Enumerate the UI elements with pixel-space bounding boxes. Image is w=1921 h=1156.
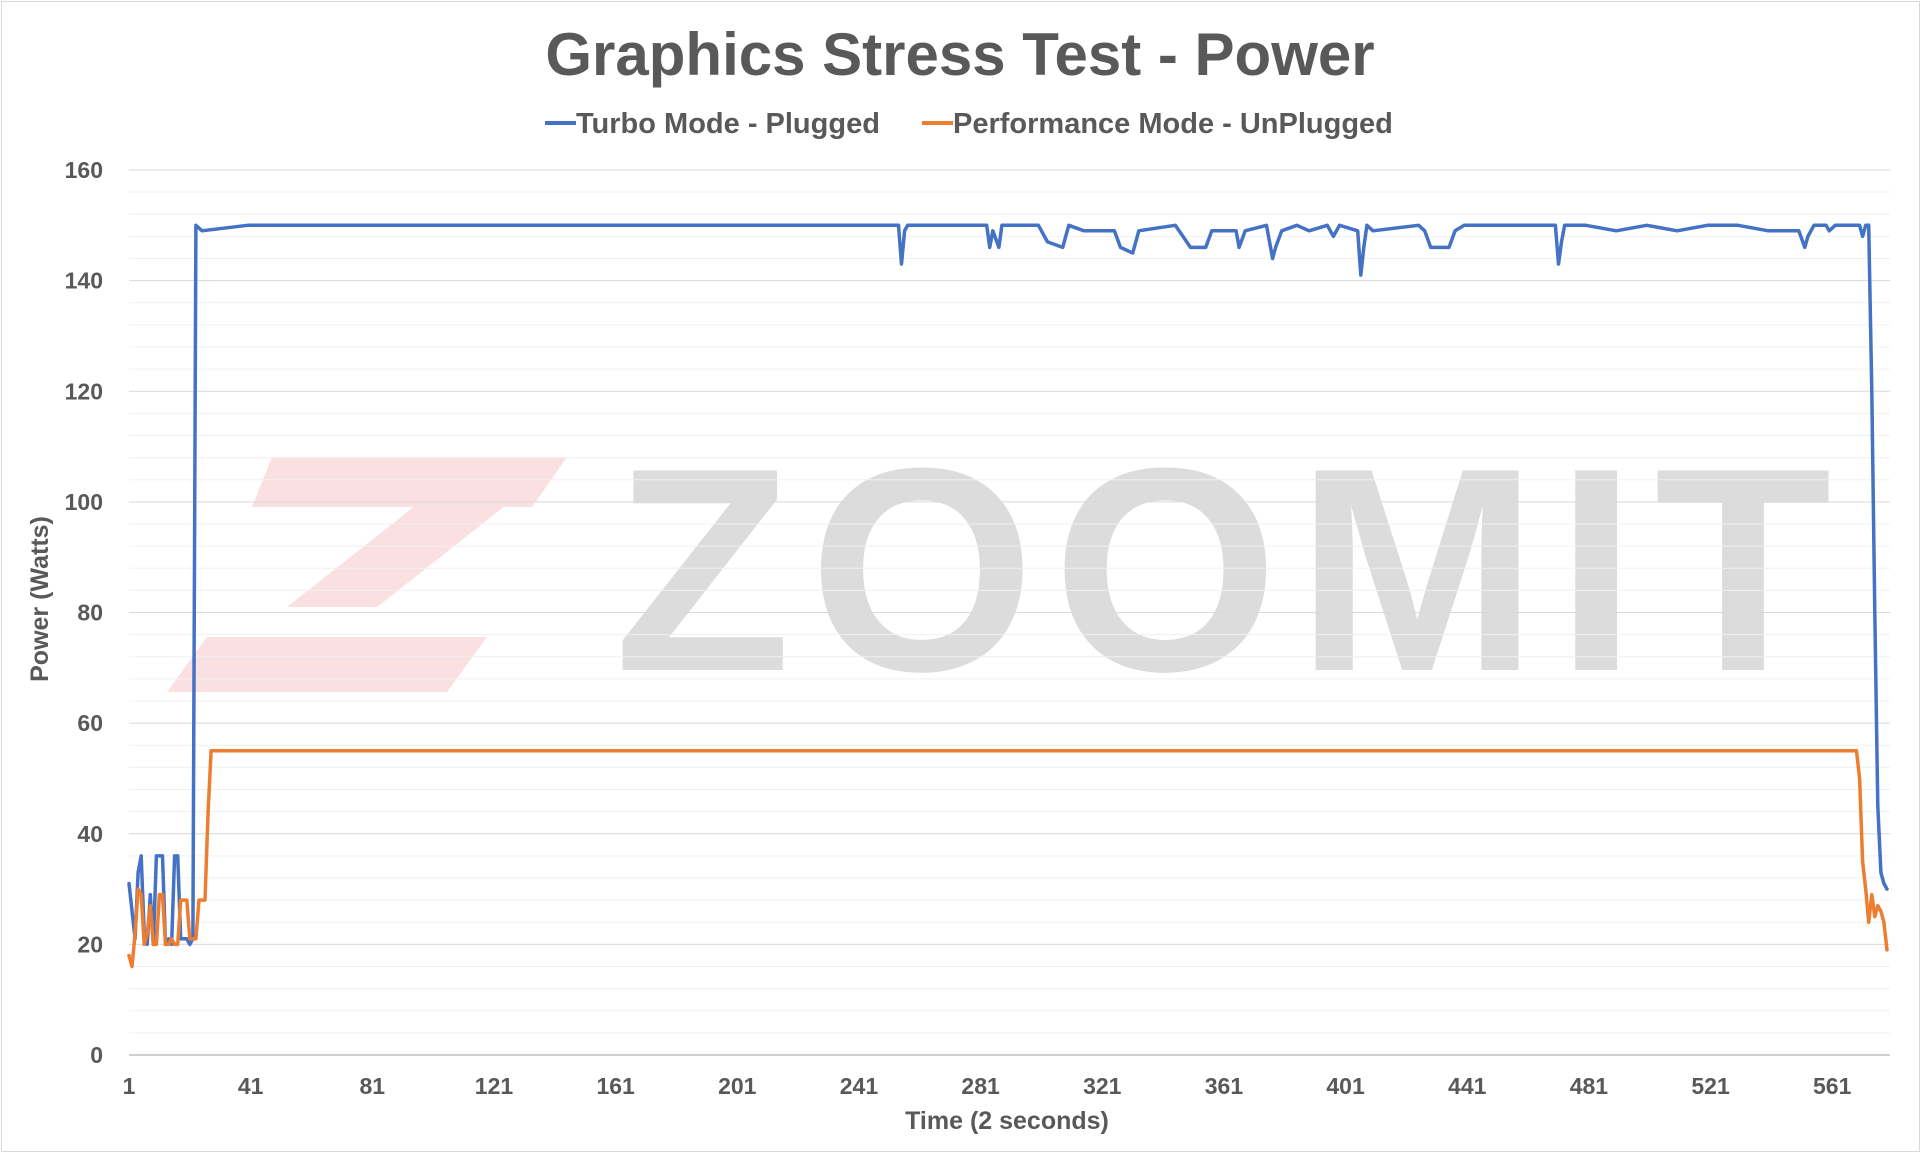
y-tick-label: 60: [77, 710, 103, 736]
x-tick-label: 241: [840, 1073, 879, 1099]
x-tick-label: 441: [1448, 1073, 1487, 1099]
zoomit-logo-bottom: [167, 637, 487, 692]
y-tick-label: 100: [65, 489, 103, 515]
grid-lines: [129, 169, 1890, 1034]
x-tick-label: 121: [475, 1073, 514, 1099]
zoomit-watermark-text: ZOOMIT: [614, 408, 1850, 732]
x-tick-label: 361: [1205, 1073, 1244, 1099]
legend: Turbo Mode - Plugged Performance Mode - …: [545, 108, 1393, 140]
y-tick-label: 140: [65, 268, 103, 294]
series-lines: [127, 223, 1889, 969]
x-tick-label: 1: [123, 1073, 136, 1099]
x-tick-label: 401: [1326, 1073, 1365, 1099]
x-tick-label: 521: [1691, 1073, 1730, 1099]
x-tick-label: 481: [1570, 1073, 1609, 1099]
x-tick-label: 281: [961, 1073, 1000, 1099]
series-line-turbo-mode-plugged: [127, 223, 1889, 947]
y-tick-label: 0: [90, 1042, 103, 1068]
x-tick-label: 201: [718, 1073, 757, 1099]
zoomit-logo-slash: [287, 457, 567, 607]
y-tick-label: 160: [65, 157, 103, 183]
series-line-performance-mode-unplugged: [127, 749, 1889, 969]
legend-label-performance: Performance Mode - UnPlugged: [953, 108, 1393, 140]
x-axis-label: Time (2 seconds): [905, 1107, 1109, 1135]
y-tick-label: 20: [77, 931, 103, 957]
legend-label-turbo: Turbo Mode - Plugged: [576, 108, 880, 140]
x-tick-label: 81: [360, 1073, 386, 1099]
x-tick-label: 161: [596, 1073, 635, 1099]
zoomit-watermark: ZOOMIT: [167, 408, 1850, 732]
y-tick-label: 120: [65, 378, 103, 404]
x-tick-label: 321: [1083, 1073, 1122, 1099]
y-tick-label: 40: [77, 821, 103, 847]
y-axis-ticks: 0 20 40 60 80 100 120 140 160: [65, 157, 103, 1068]
x-axis-ticks: 1 41 81 121 161 201 241 281 321 361 401 441 481 521 56…: [123, 1073, 1852, 1099]
y-axis-label: Power (Watts): [26, 516, 54, 682]
x-tick-label: 561: [1813, 1073, 1852, 1099]
chart-title: Graphics Stress Test - Power: [545, 21, 1374, 88]
y-tick-label: 80: [77, 600, 103, 626]
x-tick-label: 41: [238, 1073, 264, 1099]
